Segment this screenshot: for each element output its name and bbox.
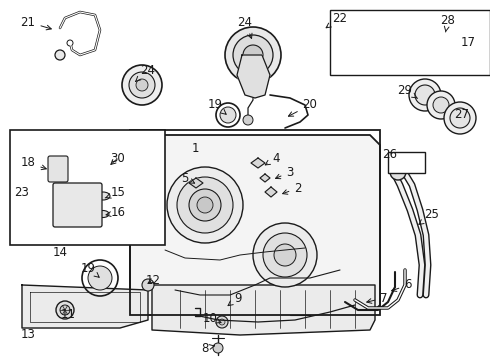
Bar: [130, 130, 380, 315]
Circle shape: [220, 107, 236, 123]
Text: 17: 17: [461, 36, 475, 49]
Circle shape: [414, 164, 422, 172]
Bar: [330, 10, 490, 75]
Circle shape: [88, 266, 112, 290]
FancyBboxPatch shape: [48, 156, 68, 182]
Polygon shape: [237, 55, 270, 98]
Bar: [388, 152, 425, 173]
Text: 19: 19: [80, 261, 99, 277]
Circle shape: [46, 141, 70, 165]
Circle shape: [433, 16, 477, 60]
Circle shape: [263, 233, 307, 277]
Circle shape: [444, 102, 476, 134]
Text: 29: 29: [397, 84, 417, 98]
Circle shape: [129, 72, 155, 98]
Circle shape: [68, 192, 88, 212]
Circle shape: [341, 52, 349, 60]
Text: 9: 9: [228, 292, 242, 306]
Text: 27: 27: [455, 108, 469, 122]
Circle shape: [189, 189, 221, 221]
Polygon shape: [251, 158, 265, 168]
Circle shape: [167, 167, 243, 243]
Text: 4: 4: [265, 152, 280, 165]
Text: 20: 20: [289, 99, 318, 116]
Text: 23: 23: [15, 186, 29, 199]
Text: 26: 26: [383, 148, 397, 162]
Circle shape: [73, 197, 83, 207]
Circle shape: [142, 279, 154, 291]
Text: 28: 28: [441, 13, 455, 32]
Circle shape: [340, 25, 350, 35]
Circle shape: [51, 146, 65, 160]
Polygon shape: [22, 285, 148, 328]
Polygon shape: [265, 187, 277, 197]
Ellipse shape: [97, 211, 109, 217]
Text: 1: 1: [191, 141, 199, 154]
Circle shape: [390, 164, 406, 180]
Circle shape: [55, 50, 65, 60]
Circle shape: [216, 316, 228, 328]
Circle shape: [415, 85, 435, 105]
Circle shape: [60, 305, 70, 315]
Text: 24: 24: [238, 15, 252, 39]
Polygon shape: [130, 135, 380, 315]
Text: 18: 18: [21, 157, 47, 170]
Text: 12: 12: [146, 274, 161, 287]
Ellipse shape: [96, 192, 110, 200]
Text: 13: 13: [21, 328, 35, 342]
Text: 22: 22: [326, 12, 347, 28]
Text: 7: 7: [367, 292, 388, 305]
Text: 25: 25: [419, 208, 440, 224]
Text: 3: 3: [275, 166, 294, 179]
Text: 8: 8: [201, 342, 215, 355]
Circle shape: [56, 301, 74, 319]
Circle shape: [67, 40, 73, 46]
Polygon shape: [189, 178, 203, 188]
Circle shape: [197, 197, 213, 213]
Polygon shape: [260, 174, 270, 182]
Circle shape: [409, 79, 441, 111]
Text: 5: 5: [181, 171, 195, 184]
FancyBboxPatch shape: [53, 183, 102, 227]
Text: 24: 24: [136, 63, 155, 81]
Circle shape: [450, 108, 470, 128]
Circle shape: [88, 214, 96, 222]
Text: 30: 30: [111, 152, 125, 165]
Text: 6: 6: [392, 279, 412, 292]
Circle shape: [448, 31, 462, 45]
Circle shape: [219, 319, 225, 325]
Circle shape: [427, 91, 455, 119]
Text: 21: 21: [21, 15, 51, 30]
Circle shape: [136, 79, 148, 91]
Text: 2: 2: [283, 181, 302, 194]
Circle shape: [433, 97, 449, 113]
Text: 10: 10: [202, 311, 221, 324]
Circle shape: [233, 35, 273, 75]
Circle shape: [177, 177, 233, 233]
Circle shape: [213, 343, 223, 353]
Circle shape: [441, 24, 469, 52]
Circle shape: [253, 223, 317, 287]
Circle shape: [405, 158, 415, 168]
Text: 15: 15: [105, 186, 125, 199]
Circle shape: [112, 152, 124, 164]
Circle shape: [243, 115, 253, 125]
Polygon shape: [152, 285, 375, 335]
Circle shape: [122, 65, 162, 105]
Text: 11: 11: [60, 309, 75, 321]
Text: 19: 19: [207, 99, 226, 114]
Text: 14: 14: [52, 246, 68, 258]
Text: 16: 16: [106, 207, 125, 220]
Circle shape: [243, 45, 263, 65]
Circle shape: [59, 214, 67, 222]
Circle shape: [274, 244, 296, 266]
Bar: [10, 130, 165, 245]
Circle shape: [225, 27, 281, 83]
